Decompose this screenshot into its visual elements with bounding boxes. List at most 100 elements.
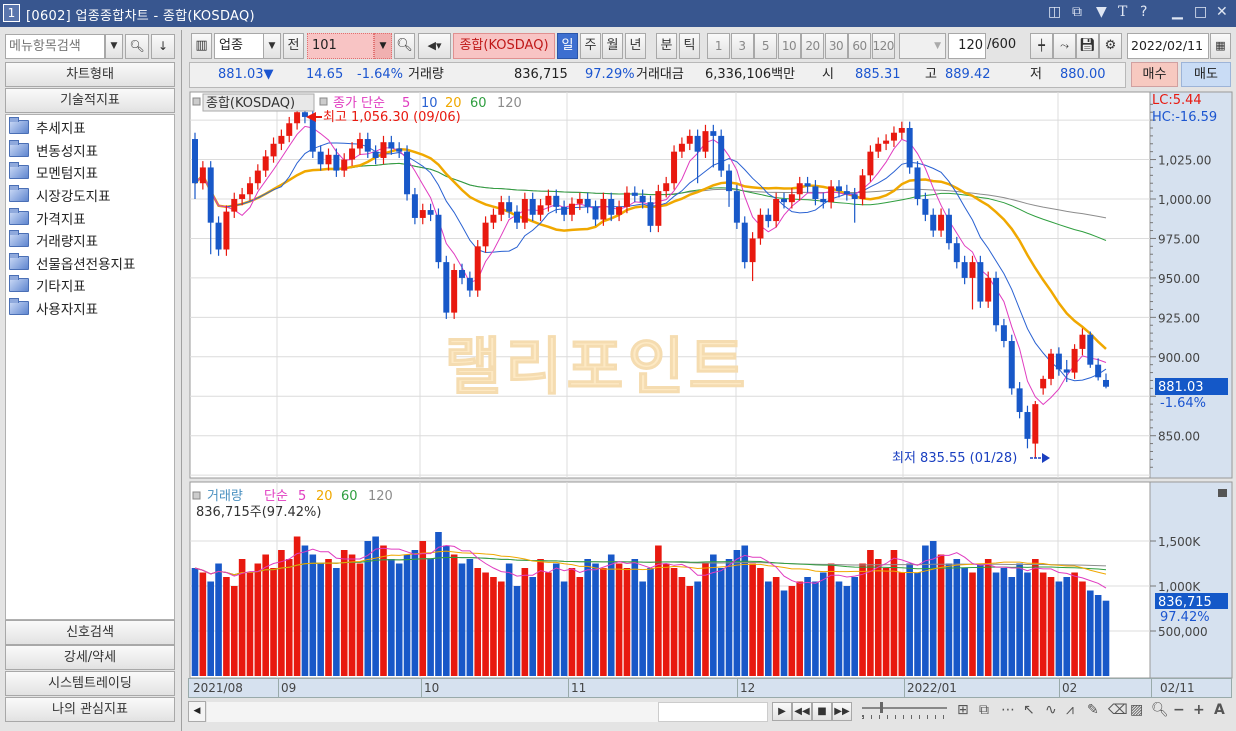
interval-button[interactable]: 5 bbox=[754, 33, 777, 59]
period-tab[interactable]: 분 bbox=[656, 33, 677, 59]
calendar-icon[interactable]: ▦ bbox=[1210, 33, 1231, 59]
stop-icon[interactable]: ■ bbox=[812, 702, 832, 721]
tree-item[interactable]: 사용자지표 bbox=[6, 297, 174, 320]
interval-button[interactable]: 60 bbox=[848, 33, 871, 59]
rewind-icon[interactable]: ◀◀ bbox=[792, 702, 812, 721]
volume-ma20-line bbox=[194, 550, 1107, 576]
play-icon[interactable]: ▶ bbox=[772, 702, 792, 721]
font-size-icon[interactable]: A bbox=[1214, 702, 1225, 718]
volume-bar bbox=[937, 554, 945, 676]
count-input[interactable]: 120 bbox=[948, 33, 986, 59]
tree-item[interactable]: 가격지표 bbox=[6, 206, 174, 229]
eraser-icon[interactable]: ⌫ bbox=[1108, 702, 1128, 718]
system-trading-button[interactable]: 시스템트레이딩 bbox=[5, 671, 175, 696]
maximize-icon[interactable]: □ bbox=[1194, 4, 1208, 20]
candle-down bbox=[718, 135, 725, 171]
restore-icon[interactable]: ⧉ bbox=[1072, 4, 1082, 20]
speaker-icon[interactable]: ◀▾ bbox=[418, 33, 451, 59]
tree-item[interactable]: 거래량지표 bbox=[6, 229, 174, 252]
menu-search-input[interactable] bbox=[5, 34, 105, 59]
pin-icon[interactable]: ▼ bbox=[1096, 4, 1107, 20]
volume-bar bbox=[741, 545, 749, 676]
chart-image-icon[interactable]: ▨ bbox=[1130, 702, 1144, 718]
candle-add-icon[interactable]: ┿ bbox=[1030, 33, 1053, 59]
tree-item[interactable]: 기타지표 bbox=[6, 274, 174, 297]
market-select-chevron-icon[interactable]: ▼ bbox=[263, 33, 281, 59]
volume-bar bbox=[262, 554, 269, 676]
minimize-icon[interactable]: ▁ bbox=[1172, 4, 1183, 20]
volume-bar bbox=[560, 581, 568, 676]
overlap-window-icon[interactable]: ⧉ bbox=[979, 702, 989, 718]
code-chevron-icon[interactable]: ▼ bbox=[374, 33, 392, 59]
interval-button[interactable]: 10 bbox=[777, 33, 801, 59]
volume-bar bbox=[765, 581, 772, 676]
interval-button[interactable]: 3 bbox=[730, 33, 754, 59]
zoom-icon[interactable]: 🔍︎ bbox=[1151, 702, 1169, 718]
candle-down bbox=[561, 206, 568, 215]
speed-slider-handle[interactable] bbox=[880, 702, 883, 713]
panel-toggle-icon[interactable]: ▥ bbox=[191, 33, 212, 59]
all-button[interactable]: 전 bbox=[283, 33, 304, 59]
close-icon[interactable]: ✕ bbox=[1216, 4, 1228, 20]
candle-up bbox=[828, 186, 835, 203]
arrow-down-icon[interactable]: ↓ bbox=[151, 34, 175, 59]
period-tab[interactable]: 년 bbox=[625, 33, 646, 59]
tree-item[interactable]: 모멘텀지표 bbox=[6, 161, 174, 184]
date-input[interactable]: 2022/02/11 bbox=[1127, 33, 1209, 59]
tree-item[interactable]: 선물옵션전용지표 bbox=[6, 252, 174, 275]
grid-window-icon[interactable]: ⊞ bbox=[957, 702, 969, 718]
volume-bar bbox=[270, 568, 277, 676]
interval-combo[interactable]: ▼ bbox=[899, 33, 946, 59]
scroll-left-button[interactable]: ◀ bbox=[188, 701, 206, 722]
period-tab[interactable]: 주 bbox=[580, 33, 601, 59]
tree-item[interactable]: 시장강도지표 bbox=[6, 184, 174, 207]
gear-icon[interactable]: ⚙ bbox=[1099, 33, 1122, 59]
save-icon[interactable]: 💾︎ bbox=[1076, 33, 1099, 59]
tree-item-label: 선물옵션전용지표 bbox=[36, 256, 136, 273]
strength-weakness-button[interactable]: 강세/약세 bbox=[5, 645, 175, 670]
trendline-icon[interactable]: ∿ bbox=[1045, 702, 1057, 718]
candle-up bbox=[1071, 348, 1078, 373]
market-select[interactable]: 업종 bbox=[214, 33, 264, 59]
search-icon[interactable]: 🔍︎ bbox=[125, 34, 149, 59]
price-axis-label: 975.00 bbox=[1158, 232, 1200, 246]
candle-up bbox=[349, 148, 356, 160]
line-add-icon[interactable]: ⤳ bbox=[1053, 33, 1076, 59]
chart-type-button[interactable]: 차트형태 bbox=[5, 62, 175, 87]
candle-up bbox=[686, 135, 693, 144]
horizontal-scrollbar[interactable] bbox=[207, 702, 767, 722]
interval-button[interactable]: 120 bbox=[871, 33, 895, 59]
tree-item[interactable]: 변동성지표 bbox=[6, 139, 174, 162]
current-price-label: 881.03 bbox=[1158, 380, 1204, 395]
period-tab[interactable]: 일 bbox=[557, 33, 578, 59]
fast-forward-icon[interactable]: ▶▶ bbox=[832, 702, 852, 721]
stock-chart[interactable]: 랠리포인트 1,025.00 1,000.00 975.00 950.00 925.00 9… bbox=[188, 90, 1234, 700]
wave-icon[interactable]: ⩘ bbox=[1066, 702, 1074, 718]
scrollbar-thumb[interactable] bbox=[658, 702, 768, 722]
signal-search-button[interactable]: 신호검색 bbox=[5, 620, 175, 645]
zoom-in-icon[interactable]: + bbox=[1193, 702, 1205, 718]
dotted-line-icon[interactable]: ⋯ bbox=[1001, 702, 1015, 718]
cursor-tool-icon[interactable]: ↖ bbox=[1023, 702, 1035, 718]
speed-slider[interactable] bbox=[862, 707, 947, 709]
search-dropdown-chevron-icon[interactable]: ▼ bbox=[105, 34, 123, 59]
help-icon[interactable]: ? bbox=[1140, 4, 1148, 20]
my-indicators-button[interactable]: 나의 관심지표 bbox=[5, 697, 175, 722]
buy-button[interactable]: 매수 bbox=[1131, 62, 1178, 87]
layout-icon[interactable]: ◫ bbox=[1048, 4, 1062, 20]
interval-button[interactable]: 30 bbox=[824, 33, 848, 59]
tree-item[interactable]: 추세지표 bbox=[6, 116, 174, 139]
period-tab[interactable]: 월 bbox=[602, 33, 623, 59]
interval-button[interactable]: 20 bbox=[801, 33, 824, 59]
code-input[interactable]: 101 bbox=[307, 33, 374, 59]
volume-bar bbox=[395, 563, 403, 676]
font-icon[interactable]: T bbox=[1118, 4, 1128, 20]
interval-button[interactable]: 1 bbox=[707, 33, 730, 59]
sell-button[interactable]: 매도 bbox=[1181, 62, 1231, 87]
period-tab[interactable]: 틱 bbox=[679, 33, 700, 59]
code-search-icon[interactable]: 🔍︎ bbox=[394, 33, 415, 59]
pen-icon[interactable]: ✎ bbox=[1087, 702, 1099, 718]
technical-indicator-button[interactable]: 기술적지표 bbox=[5, 88, 175, 113]
zoom-out-icon[interactable]: − bbox=[1173, 702, 1185, 718]
candle-down bbox=[781, 199, 788, 203]
